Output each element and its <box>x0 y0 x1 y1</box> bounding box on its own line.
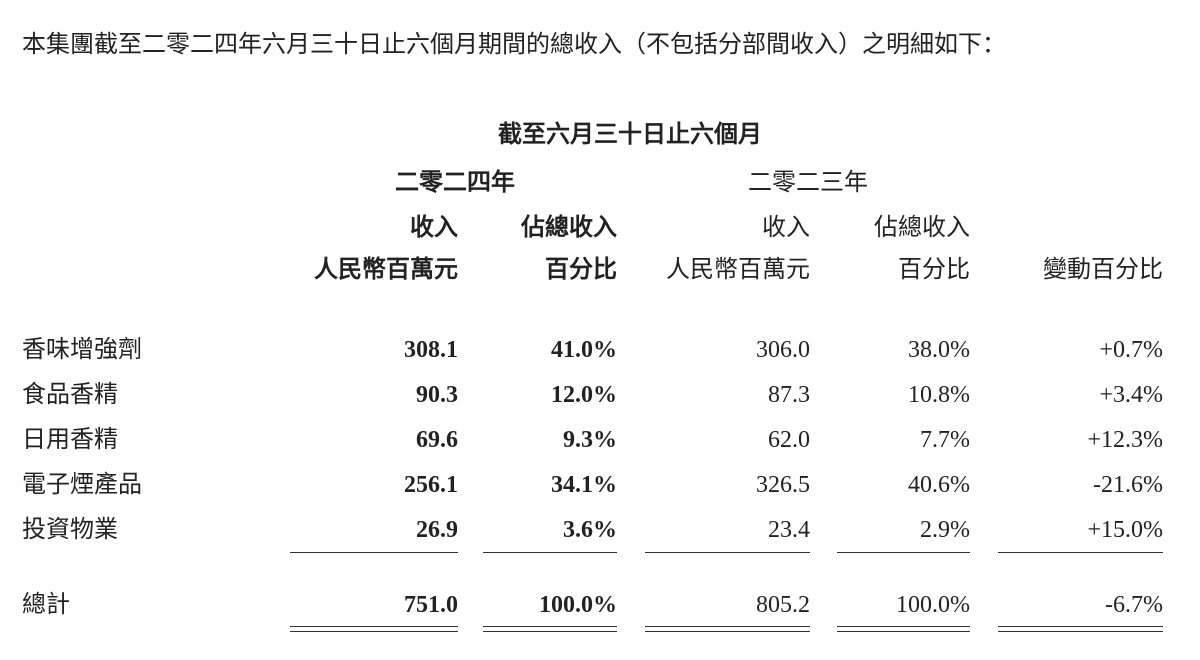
cell-value: 34.1% <box>551 472 617 498</box>
cell-value: 326.5 <box>756 472 810 498</box>
rule-line <box>645 631 810 632</box>
row-label: 香味增強劑 <box>22 337 142 363</box>
cell-value: 10.8% <box>908 382 970 408</box>
row-label: 投資物業 <box>22 517 118 543</box>
year-header: 二零二四年 <box>395 170 515 196</box>
column-header: 百分比 <box>545 257 617 283</box>
column-header: 佔總收入 <box>521 215 617 241</box>
column-header: 人民幣百萬元 <box>314 257 458 283</box>
cell-value: 69.6 <box>416 427 458 453</box>
cell-value: 90.3 <box>416 382 458 408</box>
cell-value: 40.6% <box>908 472 970 498</box>
rule-line <box>483 626 617 627</box>
rule-line <box>998 552 1163 553</box>
total-value: 751.0 <box>404 592 458 618</box>
rule-line <box>645 626 810 627</box>
rule-line <box>998 631 1163 632</box>
total-value: 100.0% <box>539 592 617 618</box>
rule-line <box>837 552 970 553</box>
intro-text: 本集團截至二零二四年六月三十日止六個月期間的總收入（不包括分部間收入）之明細如下… <box>22 32 1006 58</box>
column-header: 人民幣百萬元 <box>666 257 810 283</box>
rule-line <box>483 631 617 632</box>
column-header: 百分比 <box>898 257 970 283</box>
cell-value: 12.0% <box>551 382 617 408</box>
period-header: 截至六月三十日止六個月 <box>498 122 762 148</box>
rule-line <box>290 552 458 553</box>
rule-line <box>837 631 970 632</box>
rule-line <box>483 552 617 553</box>
row-label: 日用香精 <box>22 427 118 453</box>
cell-value: 308.1 <box>404 337 458 363</box>
cell-value: 26.9 <box>416 517 458 543</box>
rule-line <box>290 631 458 632</box>
column-header: 變動百分比 <box>1043 257 1163 283</box>
row-label: 電子煙產品 <box>22 472 142 498</box>
row-label: 食品香精 <box>22 382 118 408</box>
cell-value: 9.3% <box>563 427 617 453</box>
cell-value: 306.0 <box>756 337 810 363</box>
cell-value: 41.0% <box>551 337 617 363</box>
cell-value: -21.6% <box>1093 472 1163 498</box>
cell-value: +0.7% <box>1099 337 1163 363</box>
cell-value: 87.3 <box>768 382 810 408</box>
cell-value: 2.9% <box>920 517 970 543</box>
rule-line <box>837 626 970 627</box>
cell-value: 23.4 <box>768 517 810 543</box>
column-header: 收入 <box>410 215 458 241</box>
cell-value: +3.4% <box>1099 382 1163 408</box>
total-label: 總計 <box>22 592 70 618</box>
cell-value: 38.0% <box>908 337 970 363</box>
total-value: 805.2 <box>756 592 810 618</box>
cell-value: 256.1 <box>404 472 458 498</box>
cell-value: 7.7% <box>920 427 970 453</box>
total-value: -6.7% <box>1105 592 1163 618</box>
total-value: 100.0% <box>896 592 970 618</box>
column-header: 收入 <box>762 215 810 241</box>
rule-line <box>645 552 810 553</box>
cell-value: 3.6% <box>563 517 617 543</box>
rule-line <box>998 626 1163 627</box>
column-header: 佔總收入 <box>874 215 970 241</box>
rule-line <box>290 626 458 627</box>
year-header: 二零二三年 <box>748 170 868 196</box>
cell-value: 62.0 <box>768 427 810 453</box>
cell-value: +12.3% <box>1087 427 1163 453</box>
cell-value: +15.0% <box>1087 517 1163 543</box>
